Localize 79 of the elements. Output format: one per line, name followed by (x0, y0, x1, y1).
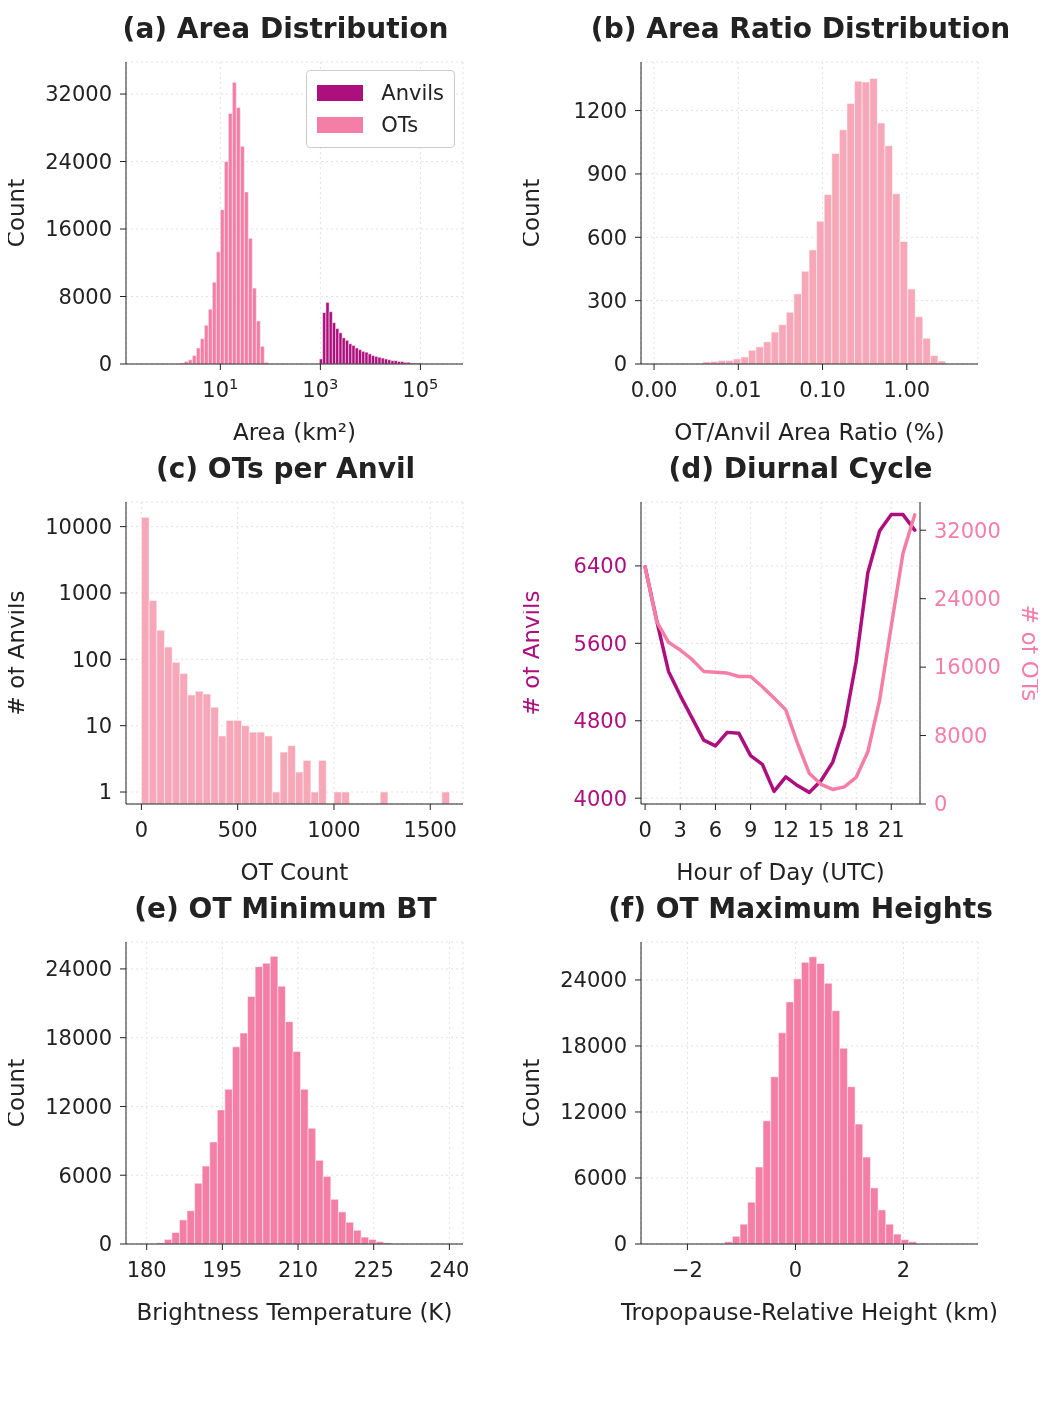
x-tick-label: 18 (842, 817, 870, 842)
y-tick-label: 32000 (45, 82, 112, 107)
y-tick-label: 12000 (560, 1100, 627, 1125)
x-axis-title: Brightness Temperature (K) (136, 1299, 453, 1325)
y2-tick-label: 8000 (934, 723, 988, 748)
x-tick-label: 180 (126, 1257, 167, 1282)
y-tick-label: 0 (613, 352, 627, 377)
y-tick-label: 8000 (58, 284, 112, 309)
chart-title: (f) OT Maximum Heights (607, 891, 994, 927)
y-tick-label: 0 (98, 352, 112, 377)
x-tick-label: 0 (638, 817, 652, 842)
x-tick-label: 2 (896, 1257, 911, 1282)
y-tick-label: 5600 (573, 631, 627, 656)
y-tick-label: 10000 (45, 514, 112, 539)
y-tick-label: 0 (613, 1232, 627, 1257)
y-tick-label: 24000 (560, 968, 627, 993)
y-tick-label: 18000 (45, 1026, 112, 1051)
y-tick-label: 12000 (45, 1094, 112, 1119)
y-axis-title: Count (518, 1058, 545, 1128)
y-tick-label: 1 (98, 780, 112, 805)
x-axis-title: Hour of Day (UTC) (676, 859, 885, 885)
y-axis-title: Count (3, 178, 30, 248)
x-tick-label: 3 (673, 817, 687, 842)
x-tick-label: 500 (217, 817, 258, 842)
x-tick-label: 12 (772, 817, 800, 842)
y-tick-label: 4000 (573, 786, 627, 811)
legend-label: OTs (381, 113, 419, 137)
y2-tick-label: 24000 (934, 587, 1001, 612)
y-tick-label: 900 (586, 162, 627, 187)
x-tick-label: 1500 (403, 817, 457, 842)
x-tick-label: 225 (353, 1257, 394, 1282)
x-axis-title: Area (km²) (232, 419, 357, 445)
y-tick-label: 600 (586, 225, 627, 250)
x-tick-label: 0 (788, 1257, 803, 1282)
y-tick-label: 1200 (573, 98, 627, 123)
y-tick-label: 24000 (45, 149, 112, 174)
x-tick-label: 0.00 (630, 377, 678, 402)
x-axis-title: Tropopause-Relative Height (km) (619, 1299, 999, 1325)
y-tick-label: 10 (85, 714, 112, 739)
x-tick-label: 0.10 (799, 377, 846, 402)
y-tick-label: 6000 (58, 1163, 112, 1188)
x-tick-label: 240 (429, 1257, 470, 1282)
x-tick-label: 9 (743, 817, 758, 842)
y-tick-label: 6400 (573, 554, 627, 579)
y-tick-label: 16000 (45, 217, 112, 242)
x-tick-label: 1.00 (883, 377, 931, 402)
x-tick-label: 15 (807, 817, 835, 842)
y-tick-label: 6000 (573, 1166, 627, 1191)
legend-label: Anvils (381, 81, 444, 105)
x-tick-label: 10$^{3}$ (302, 374, 339, 402)
y2-tick-label: 16000 (934, 655, 1001, 680)
chart-title: (b) Area Ratio Distribution (589, 11, 1012, 47)
x-tick-label: 10$^{1}$ (202, 374, 239, 402)
y2-tick-label: 0 (934, 792, 948, 817)
y-tick-label: 4800 (573, 709, 627, 734)
x-tick-label: 0 (134, 817, 149, 842)
chart-title: (e) OT Minimum BT (133, 891, 438, 927)
y-tick-label: 0 (98, 1232, 112, 1257)
x-tick-label: 195 (202, 1257, 243, 1282)
x-tick-label: −2 (671, 1257, 703, 1282)
x-axis-title: OT Count (240, 859, 349, 885)
y-axis-title: Count (3, 1058, 30, 1128)
x-tick-label: 0.01 (714, 377, 762, 402)
x-tick-label: 210 (277, 1257, 319, 1282)
x-tick-label: 1000 (307, 817, 361, 842)
y-axis-title: Count (518, 178, 545, 248)
y-tick-label: 300 (586, 288, 627, 313)
y-tick-label: 100 (71, 647, 112, 672)
y-tick-label: 1000 (58, 581, 112, 606)
chart-title: (a) Area Distribution (121, 11, 450, 47)
x-tick-label: 6 (708, 817, 723, 842)
y-tick-label: 18000 (560, 1034, 627, 1059)
x-tick-label: 21 (877, 817, 905, 842)
x-tick-label: 10$^{5}$ (402, 374, 439, 402)
y2-tick-label: 32000 (934, 518, 1001, 543)
chart-title: (c) OTs per Anvil (154, 451, 417, 487)
y-tick-label: 24000 (45, 957, 112, 982)
chart-title: (d) Diurnal Cycle (667, 451, 934, 487)
x-axis-title: OT/Anvil Area Ratio (%) (674, 419, 945, 445)
